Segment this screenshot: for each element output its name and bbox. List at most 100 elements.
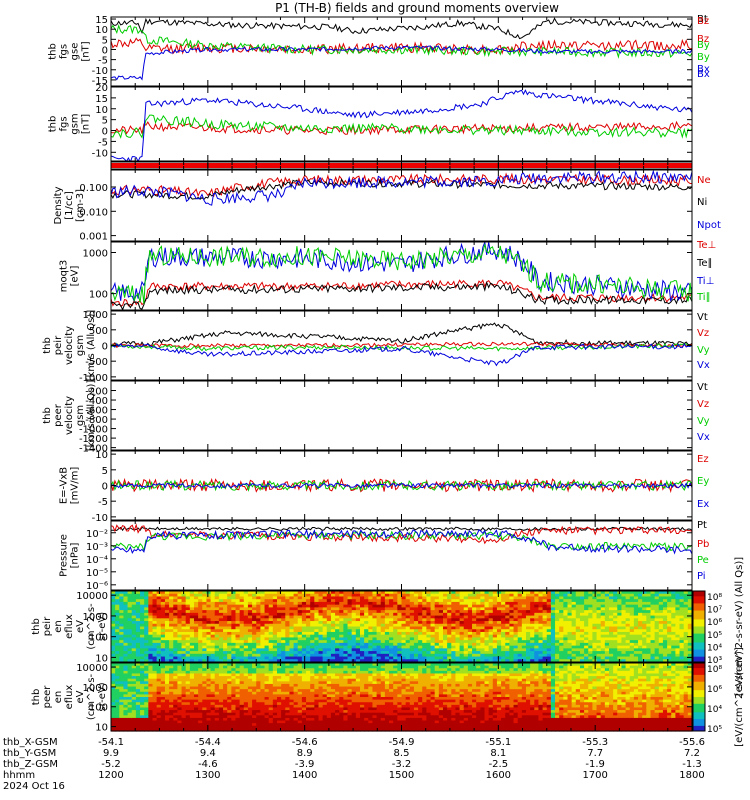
legend-pressure-Pe: Pe [697,555,709,566]
legend-temperature-Ti⊥: Ti⊥ [696,276,714,287]
y-axis-label: peer [42,685,53,709]
legend-fgs_gsm-Bx: Bx [697,64,710,75]
y-tick-label: 0 [102,342,108,353]
ephemeris-value: 7.7 [587,748,603,759]
panel-frame [110,86,693,162]
date-label: 2024 Oct 16 [3,781,65,792]
y-axis-label: [eV] [70,266,81,287]
series-fgs_gsm-Bz [111,120,692,136]
y-tick-label: 1000 [83,612,108,623]
y-axis-label: [km/s (All Qs)] [86,380,97,452]
y-axis-label: en [53,620,64,633]
legend-peir_velocity-Vx: Vx [697,360,710,371]
ephemeris-value: 1300 [195,770,220,781]
legend-peer_velocity-Vz: Vz [697,399,709,410]
ephemeris-value: -5.2 [101,759,121,770]
series-pressure-Pt [111,526,692,532]
colorbar-tick-label: 10⁵ [707,631,722,641]
ephemeris-value: -55.6 [679,737,705,748]
y-tick-label: 10000 [76,591,108,602]
series-fgs_gse-By [111,24,692,59]
y-tick-label: 0.100 [79,183,108,194]
panel-peer_eflux: 10⁸ 10⁶ 10⁴ 10⁵ [eV/(cm^2-s-sr-eV)] 10000 1000… [31,647,745,747]
colorbar-label: [eV/(cm^2-s-sr-eV) (All Qs)] [734,557,745,696]
ephemeris-value: 8.9 [297,748,313,759]
legend-density-Npot: Npot [697,220,721,231]
ephemeris-value: 1600 [486,770,511,781]
legend-density-Ne: Ne [697,175,711,186]
y-tick-label: 10⁻² [86,529,108,540]
legend-efield-Ey: Ey [697,476,709,487]
y-tick-label: -500 [85,357,108,368]
y-tick-label: -10 [92,513,108,524]
y-axis-label: [mV/m] [70,467,81,505]
y-tick-label: 15 [95,15,108,26]
y-tick-label: -5 [98,56,108,67]
y-axis-label: sr-eV) [97,682,108,711]
y-tick-label: 0.010 [79,207,108,218]
series-peir_velocity-Vx [111,343,692,367]
y-axis-label: E=-VxB [59,467,70,504]
y-tick-label: 15 [95,94,108,105]
spectrogram [111,591,693,663]
ephemeris-value: -54.1 [98,737,124,748]
series-pressure-Pe [111,530,692,553]
series-fgs_gsm-Bx [111,89,692,161]
legend-peer_velocity-Vy: Vy [697,416,710,427]
series-fgs_gse-Bz [111,37,692,55]
legend-temperature-Te∥: Te∥ [696,258,713,269]
y-axis-label: eV [75,620,86,633]
ephemeris-value: 1400 [292,770,317,781]
colorbar-label: [eV/(cm^2-s-sr-eV)] [734,647,745,747]
y-tick-label: -200 [85,387,108,398]
legend-pressure-Pt: Pt [697,520,707,531]
y-axis-label: velocity [64,396,75,435]
colorbar-tick-label: 10⁶ [707,685,722,695]
legend-pressure-Pi: Pi [697,571,706,582]
y-tick-label: -400 [85,396,108,407]
panel-frame [110,520,693,591]
series-fgs_gsm-By [111,114,692,139]
y-axis-label: Density [53,186,64,224]
y-tick-label: -10 [92,66,108,77]
y-axis-label: eflux [64,614,75,639]
colorbar-tick-label: 10⁵ [707,725,722,735]
panel-frame [110,169,693,242]
legend-temperature-Te⊥: Te⊥ [696,240,716,251]
series-peir_velocity-Vz [111,341,692,349]
panel-peir_eflux: 10⁸ 10⁷ 10⁶ 10⁵ 10⁴ 10³ [eV/(cm^2-s-sr-eV) (Al… [31,557,745,696]
y-tick-label: -1400 [79,444,108,455]
colorbar: 10⁸ 10⁶ 10⁴ 10⁵ [eV/(cm^2-s-sr-eV)] [692,647,745,747]
ephemeris-value: 9.4 [200,748,216,759]
y-tick-label: 0 [102,482,108,493]
series-efield-Ex [111,482,692,489]
panel-temperature: 1000 100 moqt3 [eV] Te⊥ Te∥ Ti⊥ Ti∥ [59,240,716,311]
y-axis-label: thb [31,618,42,635]
legend-peer_velocity-Vx: Vx [697,432,710,443]
series-temperature-Te⊥ [111,279,692,307]
y-tick-label: 1000 [83,310,108,321]
y-tick-label: -5 [98,137,108,148]
colorbar-tick-label: 10⁸ [707,593,722,603]
y-tick-label: 5 [102,35,108,46]
ephemeris-row-label: thb_X-GSM [3,737,58,748]
ephemeris-value: 8.5 [394,748,410,759]
legend-efield-Ez: Ez [697,454,709,465]
y-tick-label: 10 [95,25,108,36]
y-axis-label: thb [48,116,59,133]
ephemeris-value: -4.6 [198,759,218,770]
y-tick-label: 10⁻³ [86,542,108,553]
y-tick-label: 5 [102,116,108,127]
legend-fgs_gse-Bt: Bt [697,14,708,25]
colorbar-tick-label: 10⁷ [707,606,722,616]
legend-temperature-Ti∥: Ti∥ [696,292,711,303]
y-tick-label: 0.001 [79,232,108,243]
panel-peer_velocity: -200-400-600-800-1000-1200-1400 thb peer ve… [42,380,710,455]
y-axis-label: fgs [59,44,70,59]
y-axis-label: fgs [59,116,70,131]
legend-peir_velocity-Vt: Vt [697,312,708,323]
y-tick-label: 10⁻⁴ [86,555,108,566]
y-tick-label: -1000 [79,425,108,436]
